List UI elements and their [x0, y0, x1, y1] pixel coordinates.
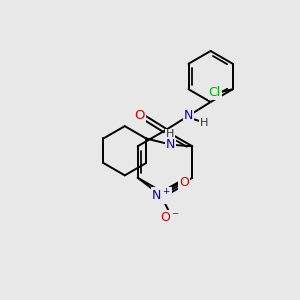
Text: H: H [166, 129, 174, 139]
Text: N$^+$: N$^+$ [151, 188, 171, 203]
Text: N: N [166, 138, 175, 151]
Text: O$^-$: O$^-$ [160, 211, 180, 224]
Text: N: N [183, 109, 193, 122]
Text: O: O [179, 176, 189, 189]
Text: Cl: Cl [208, 86, 221, 99]
Text: H: H [200, 118, 208, 128]
Text: O: O [135, 109, 145, 122]
